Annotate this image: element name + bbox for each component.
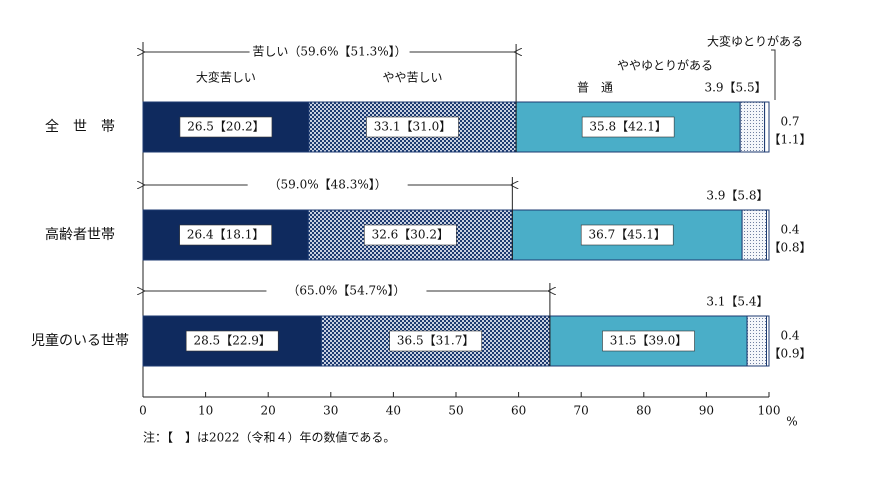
x-tick-label: 10 [198, 404, 213, 418]
annotation: （59.0%【48.3%】） [269, 178, 387, 192]
value-label: 【1.1】 [768, 133, 811, 147]
value-label: 0.7 [780, 115, 799, 129]
series-label: やや苦しい [382, 71, 442, 85]
value-label: 26.4【18.1】 [187, 228, 264, 242]
value-label-box [179, 116, 273, 138]
value-label: 35.8【42.1】 [589, 120, 666, 134]
x-tick-label: 60 [511, 404, 526, 418]
x-tick-label: 40 [386, 404, 401, 418]
value-label: 26.5【20.2】 [187, 120, 264, 134]
series-label: 普 通 [577, 81, 613, 95]
annotation-bg [247, 176, 408, 194]
category-label: 高齢者世帯 [45, 226, 115, 243]
x-tick-label: 90 [699, 404, 714, 418]
x-axis-label: % [786, 415, 797, 429]
annotation-bg [266, 282, 427, 300]
value-label-box [581, 116, 675, 138]
bar-segment [746, 315, 767, 367]
x-tick-label: 80 [636, 404, 651, 418]
value-label-box [602, 330, 695, 352]
category-label: 全 世 帯 [45, 118, 115, 135]
bar-segment [739, 101, 766, 153]
value-label: 0.4 [780, 223, 799, 237]
x-tick-label: 70 [574, 404, 589, 418]
value-label: 31.5【39.0】 [610, 334, 687, 348]
leader-line [771, 49, 776, 100]
annotation-bg [249, 43, 410, 61]
value-label: 33.1【31.0】 [374, 120, 451, 134]
bar-segment [741, 209, 767, 261]
x-tick-label: 20 [261, 404, 276, 418]
x-tick-label: 50 [448, 404, 463, 418]
bar-segment [765, 209, 770, 261]
value-label: 0.4 [780, 329, 799, 343]
value-label-box [366, 116, 459, 138]
value-label-box [389, 330, 482, 352]
series-label: 大変ゆとりがある [707, 34, 803, 49]
series-label: ややゆとりがある [617, 58, 713, 73]
bar-segment [764, 101, 770, 153]
x-tick-label: 30 [323, 404, 338, 418]
value-label-box [179, 224, 272, 246]
value-label: 3.9【5.5】 [704, 81, 766, 95]
value-label: 【0.8】 [768, 241, 811, 255]
x-tick-label: 0 [139, 404, 147, 418]
x-tick-label: 100 [758, 404, 781, 418]
value-label: 3.1【5.4】 [706, 295, 768, 309]
value-label: 3.9【5.8】 [706, 189, 768, 203]
value-label-box [185, 330, 279, 352]
value-label: 32.6【30.2】 [372, 228, 449, 242]
value-label-box [364, 224, 457, 246]
value-label: 28.5【22.9】 [193, 334, 270, 348]
value-label: 【0.9】 [768, 347, 811, 361]
value-label-box [580, 224, 674, 246]
note: 注：【 】は2022（令和４）年の数値である。 [143, 430, 395, 445]
value-label: 36.7【45.1】 [588, 228, 665, 242]
annotation: 苦しい（59.6%【51.3%】） [252, 45, 406, 59]
series-label: 大変苦しい [196, 70, 256, 85]
value-label: 36.5【31.7】 [397, 334, 474, 348]
category-label: 児童のいる世帯 [31, 332, 129, 349]
annotation: （65.0%【54.7%】） [287, 284, 405, 298]
bar-segment [765, 315, 770, 367]
